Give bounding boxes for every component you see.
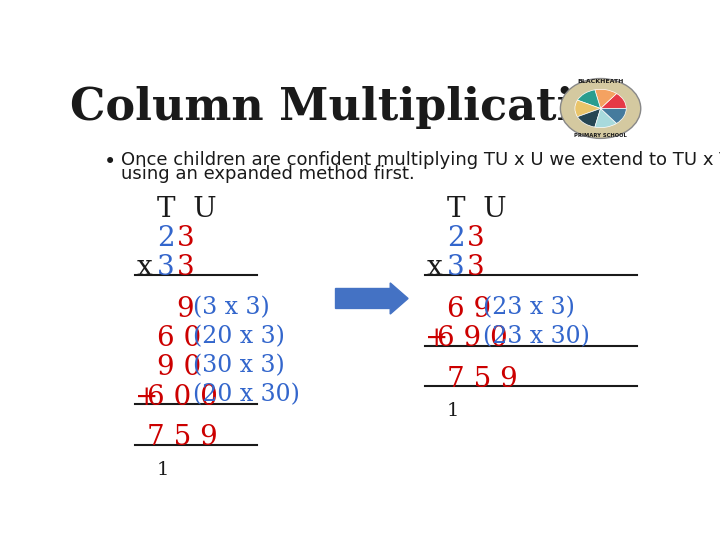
Text: •: • (104, 152, 116, 172)
FancyArrow shape (336, 283, 408, 314)
Text: 3: 3 (467, 254, 485, 281)
Wedge shape (600, 93, 626, 109)
Text: (20 x 3): (20 x 3) (193, 325, 285, 348)
Text: +: + (135, 383, 158, 410)
Text: 3: 3 (157, 254, 174, 281)
Text: (23 x 3): (23 x 3) (483, 296, 575, 319)
Text: 9 0: 9 0 (157, 354, 201, 381)
Wedge shape (577, 90, 600, 109)
Text: 1: 1 (157, 461, 169, 478)
Text: BLACKHEATH: BLACKHEATH (577, 79, 624, 84)
Text: x: x (426, 254, 442, 281)
Text: T  U: T U (447, 196, 507, 223)
Text: (23 x 30): (23 x 30) (483, 325, 590, 348)
Text: (3 x 3): (3 x 3) (193, 296, 270, 319)
Wedge shape (595, 89, 616, 109)
Text: x: x (136, 254, 152, 281)
Text: 6 9 0: 6 9 0 (437, 325, 508, 352)
Circle shape (560, 78, 641, 138)
Wedge shape (600, 109, 626, 124)
Text: 2: 2 (447, 225, 464, 252)
Text: (30 x 3): (30 x 3) (193, 354, 285, 377)
Text: (20 x 30): (20 x 30) (193, 383, 300, 407)
Text: T  U: T U (157, 196, 217, 223)
Text: 2: 2 (157, 225, 174, 252)
Text: 3: 3 (467, 225, 485, 252)
Text: PRIMARY SCHOOL: PRIMARY SCHOOL (574, 133, 627, 138)
Text: 1: 1 (447, 402, 459, 421)
Text: 6 9: 6 9 (447, 296, 491, 323)
Text: Once children are confident multiplying TU x U we extend to TU x TU: Once children are confident multiplying … (121, 151, 720, 169)
Text: 3: 3 (176, 254, 194, 281)
Text: 7 5 9: 7 5 9 (447, 366, 518, 393)
Text: Column Multiplication: Column Multiplication (70, 85, 635, 129)
Text: +: + (425, 325, 448, 352)
Wedge shape (577, 109, 600, 127)
Text: 6 0: 6 0 (157, 325, 201, 352)
Text: 6 0 0: 6 0 0 (147, 383, 217, 410)
Wedge shape (595, 109, 616, 127)
Text: 9: 9 (176, 296, 194, 323)
Text: 3: 3 (176, 225, 194, 252)
Text: using an expanded method first.: using an expanded method first. (121, 165, 415, 183)
Text: 7 5 9: 7 5 9 (147, 424, 217, 451)
Wedge shape (575, 100, 600, 117)
Text: 3: 3 (447, 254, 464, 281)
